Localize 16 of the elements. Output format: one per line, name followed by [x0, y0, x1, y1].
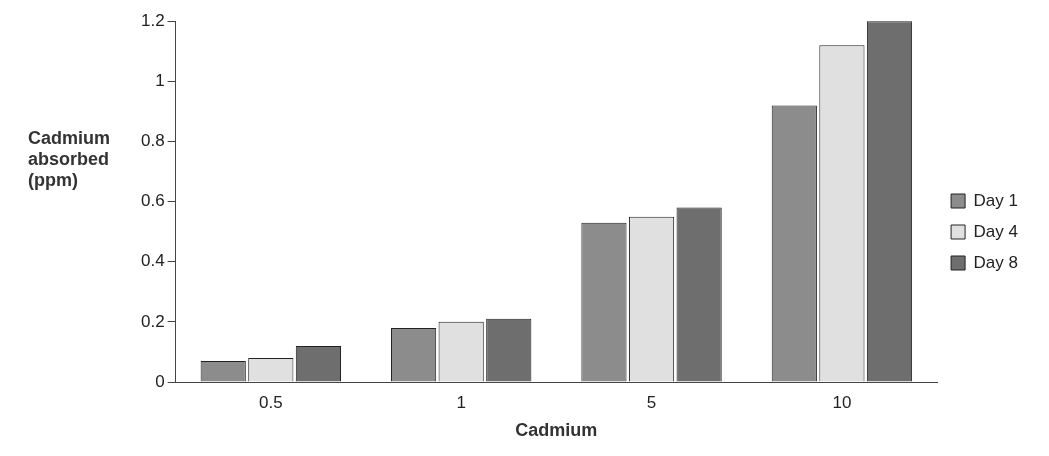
- x-tick-label: 0.5: [258, 392, 283, 412]
- legend-label: Day 4: [973, 221, 1019, 241]
- y-tick-label: 1: [155, 71, 165, 91]
- x-tick-label: 5: [646, 392, 657, 412]
- legend-label: Day 1: [973, 190, 1019, 210]
- y-axis-title: Cadmium absorbed (ppm): [27, 128, 111, 191]
- x-tick-label: 10: [832, 392, 852, 412]
- y-tick-label: 0.6: [140, 191, 165, 211]
- legend-label: Day 8: [973, 252, 1019, 272]
- y-tick-label: 0.2: [140, 311, 165, 331]
- y-tick-label: 0.8: [140, 131, 165, 151]
- y-tick-label: 0.4: [140, 251, 165, 271]
- x-tick-label: 1: [456, 392, 466, 412]
- y-tick-label: 0: [155, 371, 165, 391]
- x-axis-title: Cadmium: [515, 420, 598, 441]
- y-tick-label: 1.2: [140, 10, 165, 30]
